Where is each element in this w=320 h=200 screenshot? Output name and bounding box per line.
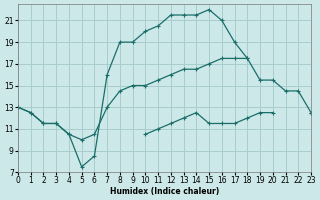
X-axis label: Humidex (Indice chaleur): Humidex (Indice chaleur) bbox=[110, 187, 219, 196]
